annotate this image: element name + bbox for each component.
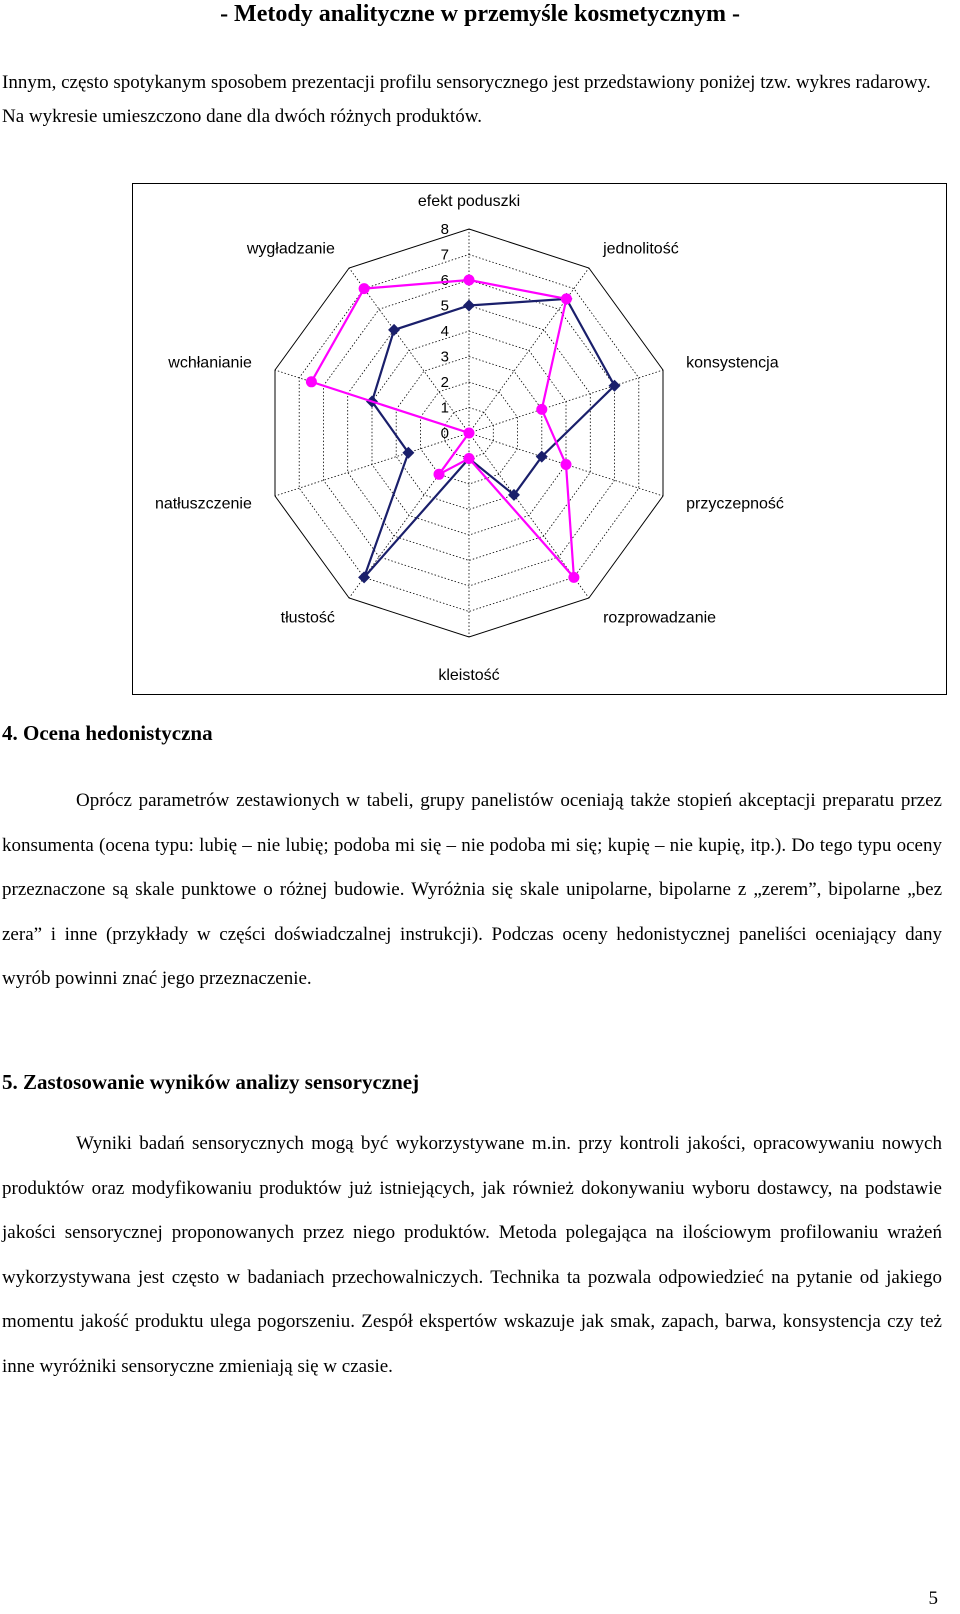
data-point: [463, 274, 475, 286]
section-4-heading: 4. Ocena hedonistyczna: [2, 721, 213, 745]
tick-label: 2: [441, 374, 449, 391]
page-number: 5: [928, 1588, 939, 1609]
data-point: [358, 283, 370, 295]
category-label: jednolitość: [602, 240, 679, 257]
data-point: [535, 450, 548, 463]
data-point: [463, 299, 475, 312]
data-point: [463, 453, 475, 464]
tick-label: 1: [441, 400, 449, 417]
axis-spoke: [348, 432, 470, 599]
axis-spoke: [468, 267, 590, 434]
category-label: kleistość: [438, 667, 499, 684]
page-title: - Metody analityczne w przemyśle kosmety…: [220, 1, 740, 27]
axis-spoke: [468, 432, 590, 599]
category-label: konsystencja: [686, 355, 779, 372]
category-label: efekt poduszki: [418, 193, 520, 210]
tick-label: 5: [441, 298, 449, 315]
grid-ring: [323, 279, 615, 587]
tick-label: 8: [441, 221, 449, 238]
data-point: [560, 293, 572, 305]
category-label: wchłanianie: [167, 355, 252, 372]
tick-label: 4: [441, 323, 449, 340]
radar-tick-labels: 0 1 2 3 4 5 6 7 8: [441, 221, 449, 442]
section-5-heading: 5. Zastosowanie wyników analizy sensoryc…: [2, 1070, 420, 1094]
radar-chart-svg: 0 1 2 3 4 5 6 7 8 efekt poduszki jednolitość konsy…: [155, 193, 784, 684]
data-point: [536, 403, 548, 415]
radar-category-labels: efekt poduszki jednolitość konsystencja prz…: [155, 193, 784, 684]
data-point: [463, 427, 475, 439]
category-label: wygładzanie: [246, 240, 335, 257]
tick-label: 7: [441, 247, 449, 264]
radar-series: [305, 274, 621, 584]
tick-label: 6: [441, 272, 449, 289]
data-point: [305, 376, 317, 388]
data-point: [358, 571, 371, 584]
axis-spoke: [468, 369, 664, 434]
tick-label: 0: [441, 425, 449, 442]
category-label: rozprowadzanie: [603, 610, 716, 627]
data-point: [402, 446, 415, 459]
tick-label: 3: [441, 349, 449, 366]
axis-spoke: [348, 267, 470, 434]
data-point: [388, 323, 401, 336]
radar-chart: 0 1 2 3 4 5 6 7 8 efekt poduszki jednolitość konsy…: [132, 183, 947, 695]
grid-ring: [420, 381, 518, 485]
data-point: [507, 488, 520, 501]
section-5-paragraph: Wyniki badań sensorycznych mogą być wyko…: [2, 1133, 942, 1377]
data-point: [560, 459, 572, 470]
section-4-paragraph: Oprócz parametrów zestawionych w tabeli,…: [2, 790, 942, 989]
intro-paragraph: Innym, często spotykanym sposobem prezen…: [2, 72, 931, 127]
category-label: przyczepność: [686, 496, 784, 513]
data-point: [568, 571, 580, 583]
series-1-line: [363, 297, 616, 579]
data-point: [433, 468, 445, 480]
category-label: natłuszczenie: [155, 496, 252, 513]
category-label: tłustość: [281, 610, 335, 627]
data-point: [608, 379, 621, 392]
axis-spoke: [274, 432, 470, 497]
